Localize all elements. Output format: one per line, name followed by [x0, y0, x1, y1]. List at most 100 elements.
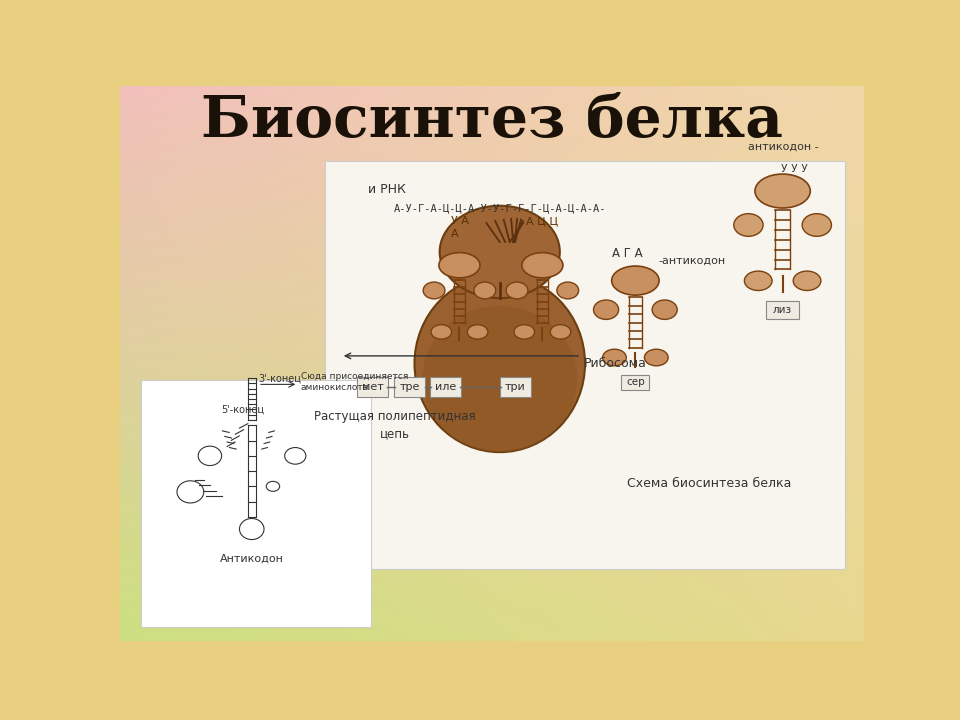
Point: [531, 275, 542, 284]
Point: [448, 275, 460, 284]
Point: [770, 246, 781, 254]
Point: [770, 256, 781, 264]
Point: [770, 265, 781, 274]
Text: 3'-конец: 3'-конец: [259, 373, 301, 383]
Point: [636, 335, 647, 343]
Point: [623, 293, 635, 302]
Point: [542, 305, 554, 313]
Ellipse shape: [468, 325, 488, 339]
Point: [636, 293, 647, 302]
Text: Сюда присоединяется
аминокислота: Сюда присоединяется аминокислота: [300, 372, 408, 392]
Ellipse shape: [423, 282, 444, 299]
Ellipse shape: [415, 275, 585, 452]
Point: [770, 226, 781, 235]
Point: [623, 335, 635, 343]
Point: [531, 290, 542, 299]
Text: А: А: [451, 229, 459, 239]
Point: [542, 297, 554, 306]
FancyBboxPatch shape: [766, 301, 799, 319]
Text: у у у: у у у: [780, 161, 807, 171]
Point: [448, 283, 460, 292]
Point: [542, 283, 554, 292]
Ellipse shape: [439, 253, 480, 278]
Point: [459, 312, 470, 320]
Point: [531, 319, 542, 328]
Text: Растущая полипептидная
цепь: Растущая полипептидная цепь: [314, 410, 476, 440]
Text: А-У-Г-А-Ц-Ц-А-У-У-Г-Г-Г-Ц-А-Ц-А-А-: А-У-Г-А-Ц-Ц-А-У-У-Г-Г-Г-Ц-А-Ц-А-А-: [394, 203, 606, 213]
Text: У А: У А: [450, 216, 468, 226]
Ellipse shape: [422, 306, 577, 452]
Point: [623, 302, 635, 310]
Text: мет: мет: [362, 382, 384, 392]
Ellipse shape: [440, 206, 560, 298]
Ellipse shape: [514, 325, 535, 339]
Point: [531, 312, 542, 320]
Ellipse shape: [431, 325, 451, 339]
Ellipse shape: [644, 349, 668, 366]
Point: [448, 319, 460, 328]
Text: Биосинтез белка: Биосинтез белка: [201, 93, 783, 149]
Text: Схема биосинтеза белка: Схема биосинтеза белка: [627, 477, 791, 490]
Ellipse shape: [550, 325, 571, 339]
Ellipse shape: [612, 266, 660, 295]
Ellipse shape: [522, 253, 563, 278]
Text: тре: тре: [399, 382, 420, 392]
Text: 5'-конец: 5'-конец: [221, 404, 264, 414]
Ellipse shape: [603, 349, 626, 366]
Point: [542, 275, 554, 284]
Point: [542, 319, 554, 328]
Point: [531, 283, 542, 292]
Point: [623, 310, 635, 318]
Point: [770, 206, 781, 215]
Point: [623, 327, 635, 336]
Text: Антикодон: Антикодон: [220, 554, 284, 564]
Point: [636, 343, 647, 352]
Point: [636, 327, 647, 336]
Ellipse shape: [733, 214, 763, 236]
Text: антикодон -: антикодон -: [748, 142, 818, 151]
Point: [784, 216, 796, 225]
Ellipse shape: [557, 282, 579, 299]
Text: лиз: лиз: [773, 305, 792, 315]
FancyBboxPatch shape: [500, 377, 531, 397]
Ellipse shape: [744, 271, 772, 290]
Text: А Ц Ц: А Ц Ц: [526, 216, 559, 226]
Point: [542, 290, 554, 299]
Point: [623, 343, 635, 352]
Point: [531, 297, 542, 306]
FancyBboxPatch shape: [395, 377, 425, 397]
FancyBboxPatch shape: [324, 161, 846, 569]
FancyBboxPatch shape: [357, 377, 388, 397]
Point: [784, 235, 796, 244]
Point: [636, 302, 647, 310]
Point: [459, 297, 470, 306]
Text: и РНК: и РНК: [368, 183, 406, 196]
Ellipse shape: [506, 282, 528, 299]
Point: [459, 305, 470, 313]
Point: [623, 318, 635, 327]
Point: [448, 312, 460, 320]
Point: [784, 226, 796, 235]
Point: [459, 319, 470, 328]
Point: [531, 305, 542, 313]
Point: [459, 283, 470, 292]
Point: [448, 305, 460, 313]
Text: Рибосома: Рибосома: [584, 357, 646, 371]
FancyBboxPatch shape: [430, 377, 461, 397]
Point: [448, 290, 460, 299]
Point: [459, 275, 470, 284]
Point: [770, 216, 781, 225]
Ellipse shape: [793, 271, 821, 290]
Point: [636, 318, 647, 327]
Point: [770, 235, 781, 244]
FancyBboxPatch shape: [621, 375, 649, 390]
Text: А Г А: А Г А: [612, 248, 643, 261]
Point: [784, 256, 796, 264]
Ellipse shape: [652, 300, 677, 320]
Text: -антикодон: -антикодон: [659, 256, 726, 266]
FancyBboxPatch shape: [141, 380, 372, 627]
Text: иле: иле: [435, 382, 456, 392]
Point: [784, 206, 796, 215]
Point: [542, 312, 554, 320]
Point: [784, 246, 796, 254]
